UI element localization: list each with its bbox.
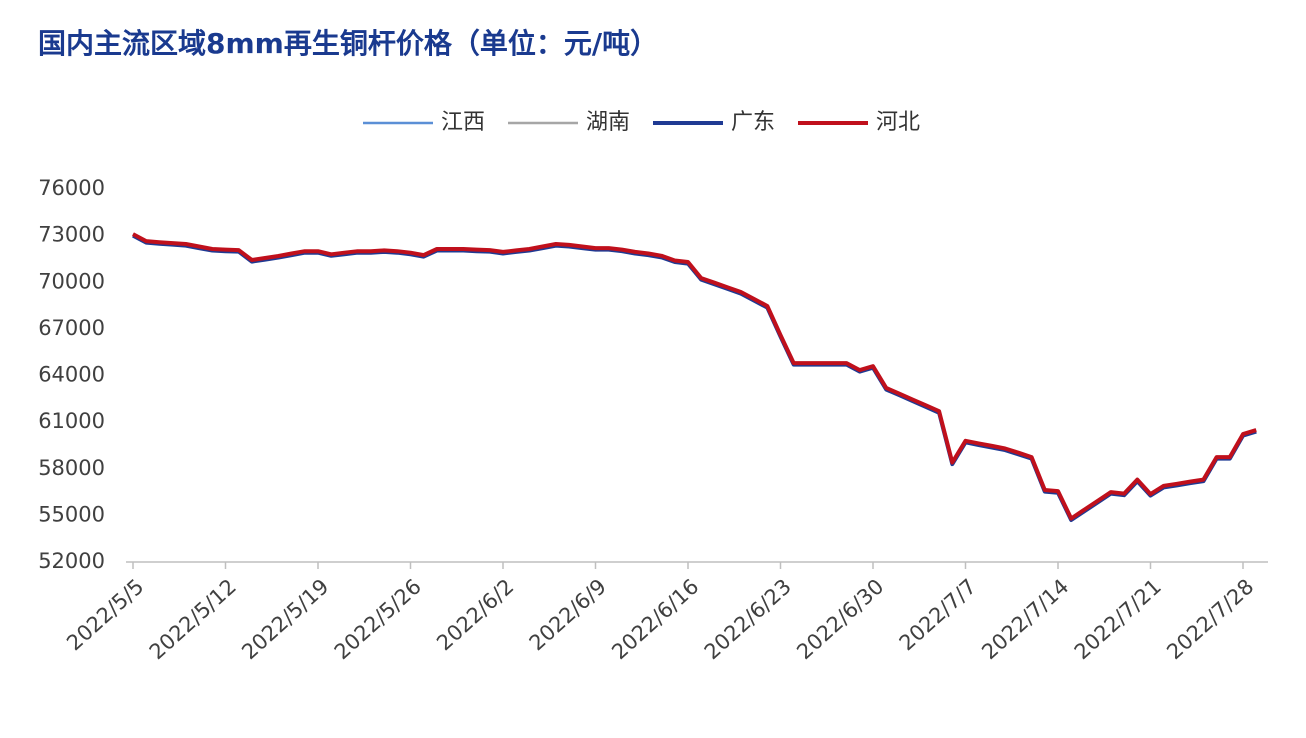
y-tick-label: 58000 <box>38 456 105 480</box>
y-tick-label: 61000 <box>38 409 105 433</box>
x-tick-label: 2022/7/7 <box>895 574 981 655</box>
x-tick-label: 2022/5/26 <box>330 574 426 664</box>
x-tick-label: 2022/6/2 <box>432 574 518 655</box>
x-tick-label: 2022/6/9 <box>525 574 611 655</box>
x-tick-label: 2022/7/28 <box>1162 574 1258 664</box>
x-tick-label: 2022/6/16 <box>607 574 703 664</box>
series-line <box>132 232 1257 520</box>
series-line <box>132 232 1257 521</box>
legend-label: 广东 <box>731 110 775 135</box>
x-tick-label: 2022/6/23 <box>700 574 796 664</box>
legend-label: 江西 <box>441 110 485 135</box>
x-tick-label: 2022/5/5 <box>62 574 148 655</box>
y-tick-label: 67000 <box>38 316 105 340</box>
y-tick-label: 52000 <box>38 549 105 573</box>
x-tick-label: 2022/7/21 <box>1070 574 1166 664</box>
x-tick-label: 2022/7/14 <box>977 574 1073 664</box>
x-tick-label: 2022/5/12 <box>145 574 241 664</box>
y-tick-label: 70000 <box>38 269 105 293</box>
y-tick-label: 73000 <box>38 223 105 247</box>
series-line <box>132 233 1257 522</box>
y-tick-label: 76000 <box>38 176 105 200</box>
y-tick-label: 64000 <box>38 363 105 387</box>
series-line <box>132 232 1257 520</box>
y-tick-label: 55000 <box>38 502 105 526</box>
chart-title: 国内主流区域8mm再生铜杆价格（单位：元/吨） <box>38 27 658 60</box>
legend-label: 河北 <box>876 110 920 135</box>
legend-label: 湖南 <box>586 110 630 135</box>
x-tick-label: 2022/5/19 <box>237 574 333 664</box>
x-tick-label: 2022/6/30 <box>792 574 888 664</box>
